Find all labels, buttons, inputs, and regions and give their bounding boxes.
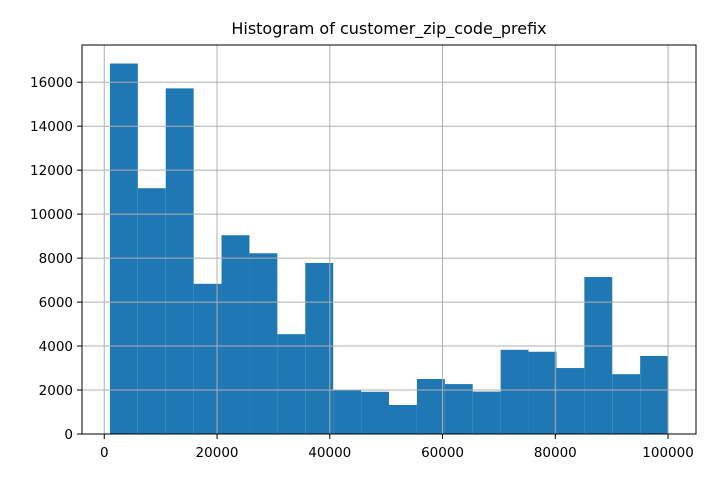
histogram-bar-2 (165, 88, 194, 434)
histogram-bar-13 (472, 391, 501, 434)
histogram-bar-17 (584, 277, 613, 434)
x-tick-label-4: 80000 (534, 445, 577, 461)
x-tick-label-1: 20000 (196, 445, 239, 461)
y-tick-label-0: 0 (64, 427, 73, 443)
grid-lines (82, 45, 696, 435)
histogram-bar-12 (444, 384, 473, 434)
x-tick-label-3: 60000 (421, 445, 464, 461)
histogram-bar-10 (389, 404, 417, 434)
y-tick-label-5: 10000 (30, 207, 73, 223)
y-tick-label-4: 8000 (39, 251, 73, 267)
y-tick-label-3: 6000 (39, 295, 73, 311)
plot-frame (81, 44, 697, 435)
histogram-bar-18 (612, 374, 641, 434)
histogram-bar-16 (556, 368, 585, 434)
tick-marks (77, 81, 669, 439)
histogram-bar-4 (221, 235, 250, 434)
x-tick-label-2: 40000 (308, 445, 351, 461)
histogram-bar-1 (137, 188, 166, 434)
histogram-bar-15 (528, 351, 557, 434)
histogram-bar-9 (361, 391, 389, 434)
y-tick-label-7: 14000 (30, 119, 73, 135)
y-tick-label-8: 16000 (30, 75, 73, 91)
x-tick-label-5: 100000 (642, 445, 694, 461)
histogram-bar-6 (277, 334, 306, 434)
histogram-bar-8 (333, 390, 362, 434)
chart-title: Histogram of customer_zip_code_prefix (231, 19, 546, 39)
y-tick-label-2: 4000 (39, 339, 73, 355)
histogram-bar-7 (305, 262, 334, 434)
histogram-bar-5 (249, 253, 278, 434)
histogram-bar-19 (640, 355, 669, 434)
histogram-bar-14 (500, 349, 529, 434)
y-tick-label-6: 12000 (30, 163, 73, 179)
x-tick-label-0: 0 (100, 445, 109, 461)
histogram-bar-11 (416, 379, 445, 434)
tick-labels: 0 20000 40000 60000 80000 100000 0 2000 4000 6000… (30, 75, 694, 461)
y-tick-label-1: 2000 (39, 383, 73, 399)
axes (81, 44, 697, 435)
histogram-bars (109, 63, 669, 434)
histogram-bar-0 (109, 63, 138, 434)
